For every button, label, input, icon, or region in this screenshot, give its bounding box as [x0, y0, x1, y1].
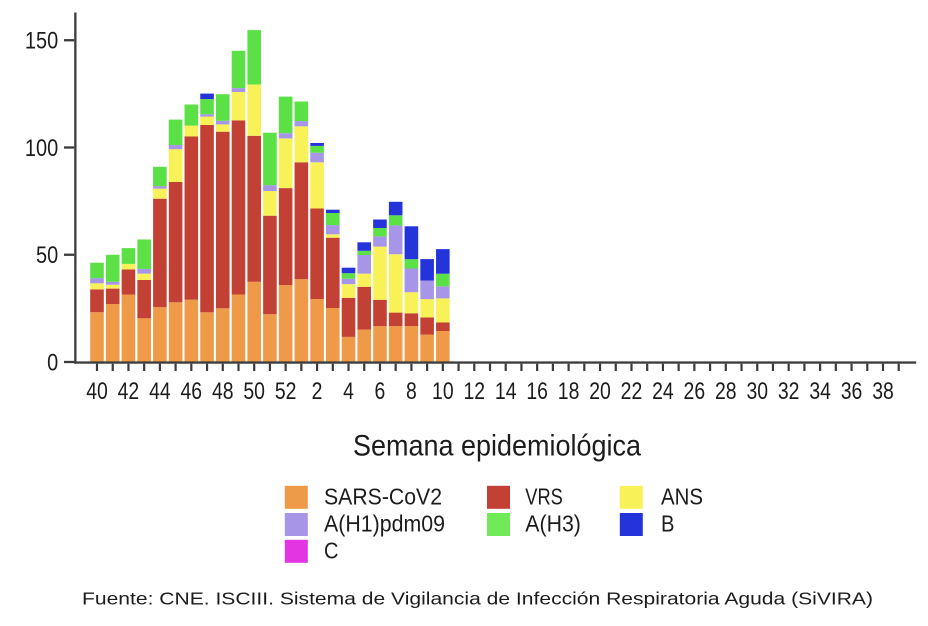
svg-text:Fuente: CNE. ISCIII. Sistema d: Fuente: CNE. ISCIII. Sistema de Vigilanc…	[82, 589, 873, 609]
svg-text:0: 0	[47, 349, 58, 376]
svg-text:42: 42	[118, 378, 140, 405]
svg-text:40: 40	[86, 378, 108, 405]
svg-text:8: 8	[406, 378, 417, 405]
svg-text:100: 100	[25, 135, 58, 162]
svg-text:26: 26	[684, 378, 706, 405]
svg-text:C: C	[324, 537, 339, 563]
svg-text:Semana epidemiológica: Semana epidemiológica	[353, 430, 642, 463]
svg-text:48: 48	[212, 378, 234, 405]
svg-text:12: 12	[463, 378, 485, 405]
svg-text:30: 30	[746, 378, 768, 405]
svg-text:38: 38	[872, 378, 894, 405]
svg-text:46: 46	[181, 378, 203, 405]
svg-text:18: 18	[558, 378, 580, 405]
svg-text:VRS: VRS	[525, 483, 563, 509]
svg-text:50: 50	[243, 378, 265, 405]
svg-text:20: 20	[589, 378, 611, 405]
svg-text:36: 36	[841, 378, 863, 405]
svg-text:B: B	[661, 511, 675, 537]
svg-text:44: 44	[149, 378, 171, 405]
svg-text:24: 24	[652, 378, 674, 405]
svg-text:14: 14	[495, 378, 517, 405]
svg-text:34: 34	[809, 378, 831, 405]
svg-text:A(H1)pdm09: A(H1)pdm09	[324, 511, 445, 537]
svg-text:A(H3): A(H3)	[525, 511, 581, 537]
svg-text:50: 50	[36, 242, 58, 269]
svg-text:ANS: ANS	[661, 483, 703, 509]
svg-text:22: 22	[621, 378, 643, 405]
svg-text:28: 28	[715, 378, 737, 405]
svg-text:SARS-CoV2: SARS-CoV2	[324, 483, 442, 509]
svg-text:6: 6	[375, 378, 386, 405]
svg-text:150: 150	[25, 28, 58, 55]
svg-text:4: 4	[343, 378, 354, 405]
svg-text:10: 10	[432, 378, 454, 405]
svg-text:16: 16	[526, 378, 548, 405]
svg-text:2: 2	[312, 378, 323, 405]
svg-text:32: 32	[778, 378, 800, 405]
svg-text:52: 52	[275, 378, 297, 405]
